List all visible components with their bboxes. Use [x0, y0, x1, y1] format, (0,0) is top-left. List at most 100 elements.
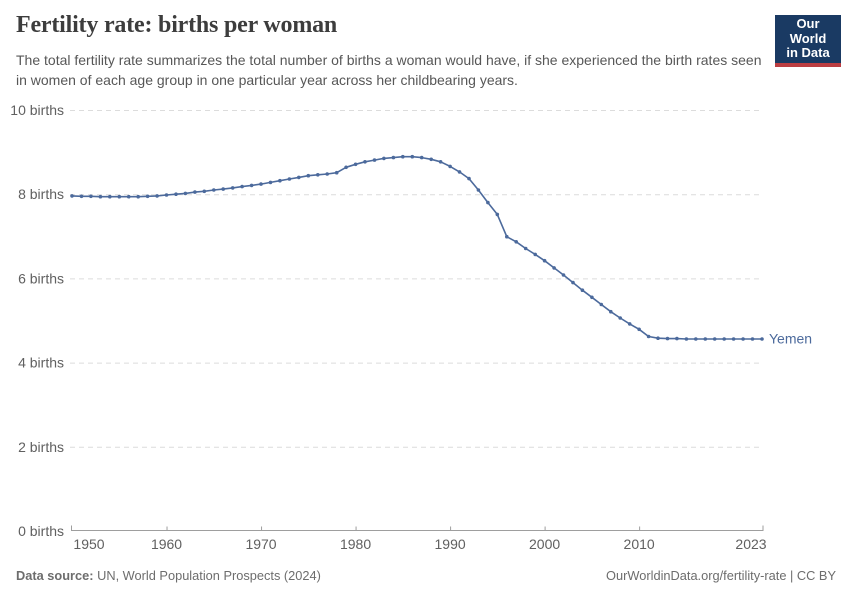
data-point[interactable]	[183, 191, 188, 196]
chart-footer: Data source: UN, World Population Prospe…	[16, 568, 836, 583]
data-point[interactable]	[703, 337, 708, 341]
data-point[interactable]	[164, 193, 169, 197]
data-point[interactable]	[401, 154, 405, 159]
data-point[interactable]	[486, 200, 490, 205]
data-point[interactable]	[590, 295, 594, 300]
y-tick-label: 2 births	[18, 439, 64, 455]
x-tick-label: 1950	[73, 536, 104, 552]
data-point[interactable]	[79, 194, 84, 199]
data-point[interactable]	[363, 160, 367, 164]
y-tick-label: 10 births	[10, 102, 64, 118]
data-point[interactable]	[221, 187, 225, 191]
y-tick-label: 8 births	[18, 186, 64, 202]
data-point[interactable]	[561, 273, 566, 277]
chart-subtitle: The total fertility rate summarizes the …	[16, 52, 762, 88]
data-point[interactable]	[457, 170, 462, 174]
data-point[interactable]	[391, 155, 396, 160]
x-tick-label: 2010	[624, 536, 655, 552]
owid-logo-line1: Our World	[789, 16, 827, 46]
data-point[interactable]	[353, 162, 358, 167]
data-point[interactable]	[136, 194, 140, 199]
data-point[interactable]	[514, 240, 518, 244]
data-point[interactable]	[712, 337, 717, 341]
data-point[interactable]	[542, 258, 547, 263]
data-point[interactable]	[656, 336, 660, 341]
data-point[interactable]	[580, 288, 585, 293]
data-point[interactable]	[306, 173, 311, 178]
data-point[interactable]	[325, 172, 330, 176]
series-end-label-yemen[interactable]: Yemen	[769, 331, 812, 347]
x-tick-label: 1960	[151, 536, 182, 552]
data-point[interactable]	[240, 184, 244, 189]
data-point[interactable]	[249, 183, 254, 188]
data-point[interactable]	[552, 266, 556, 270]
data-point[interactable]	[89, 194, 93, 199]
data-point[interactable]	[230, 186, 235, 190]
data-point[interactable]	[533, 252, 537, 257]
data-point[interactable]	[467, 176, 471, 181]
data-point[interactable]	[448, 164, 452, 169]
data-point[interactable]	[665, 336, 670, 341]
x-tick-label: 2023	[735, 536, 766, 552]
data-point[interactable]	[523, 246, 528, 251]
y-tick-label: 6 births	[18, 270, 64, 286]
data-point[interactable]	[268, 180, 273, 185]
data-point[interactable]	[637, 327, 641, 332]
data-point[interactable]	[438, 160, 443, 164]
data-point[interactable]	[627, 322, 632, 326]
data-point[interactable]	[684, 337, 689, 341]
data-point[interactable]	[297, 175, 301, 180]
data-point[interactable]	[571, 280, 575, 285]
data-source-label: Data source:	[16, 568, 94, 583]
data-point[interactable]	[410, 154, 415, 159]
data-point[interactable]	[117, 194, 122, 199]
x-tick-label: 1980	[340, 536, 371, 552]
data-point[interactable]	[741, 337, 745, 341]
x-tick-label: 1970	[245, 536, 276, 552]
data-point[interactable]	[750, 337, 755, 341]
page-title: Fertility rate: births per woman	[16, 12, 338, 38]
data-point[interactable]	[618, 316, 622, 320]
data-point[interactable]	[760, 337, 764, 341]
owid-logo[interactable]: Our World in Data	[775, 15, 841, 67]
data-point[interactable]	[599, 302, 604, 307]
x-tick-label: 1990	[435, 536, 466, 552]
data-point[interactable]	[382, 156, 386, 161]
data-point[interactable]	[694, 337, 698, 341]
data-point[interactable]	[675, 336, 679, 341]
data-point[interactable]	[202, 189, 207, 194]
data-point[interactable]	[419, 155, 424, 160]
data-point[interactable]	[334, 170, 339, 175]
data-point[interactable]	[344, 165, 348, 170]
data-point[interactable]	[316, 173, 320, 177]
data-source-text: UN, World Population Prospects (2024)	[93, 568, 321, 583]
y-tick-label: 4 births	[18, 355, 64, 371]
data-point[interactable]	[278, 178, 282, 183]
data-point[interactable]	[155, 194, 159, 198]
data-point[interactable]	[212, 188, 216, 192]
data-point[interactable]	[731, 337, 736, 341]
data-point[interactable]	[429, 157, 434, 162]
data-point[interactable]	[722, 337, 726, 341]
footer-link[interactable]: OurWorldinData.org/fertility-rate | CC B…	[606, 568, 836, 583]
yemen-line[interactable]	[71, 155, 763, 340]
data-source-note: Data source: UN, World Population Prospe…	[16, 568, 321, 583]
data-point[interactable]	[609, 309, 613, 314]
data-point[interactable]	[70, 194, 74, 198]
data-point[interactable]	[108, 194, 112, 199]
data-point[interactable]	[476, 188, 481, 192]
data-point[interactable]	[259, 182, 263, 186]
data-point[interactable]	[193, 190, 197, 194]
data-point[interactable]	[145, 194, 150, 199]
data-point[interactable]	[495, 212, 500, 217]
data-point[interactable]	[372, 158, 377, 162]
data-point[interactable]	[126, 194, 131, 199]
data-point[interactable]	[174, 192, 178, 196]
y-tick-label: 0 births	[18, 523, 64, 539]
data-point[interactable]	[98, 194, 103, 199]
data-point[interactable]	[646, 334, 651, 339]
data-point[interactable]	[287, 177, 292, 181]
data-point[interactable]	[505, 234, 509, 239]
